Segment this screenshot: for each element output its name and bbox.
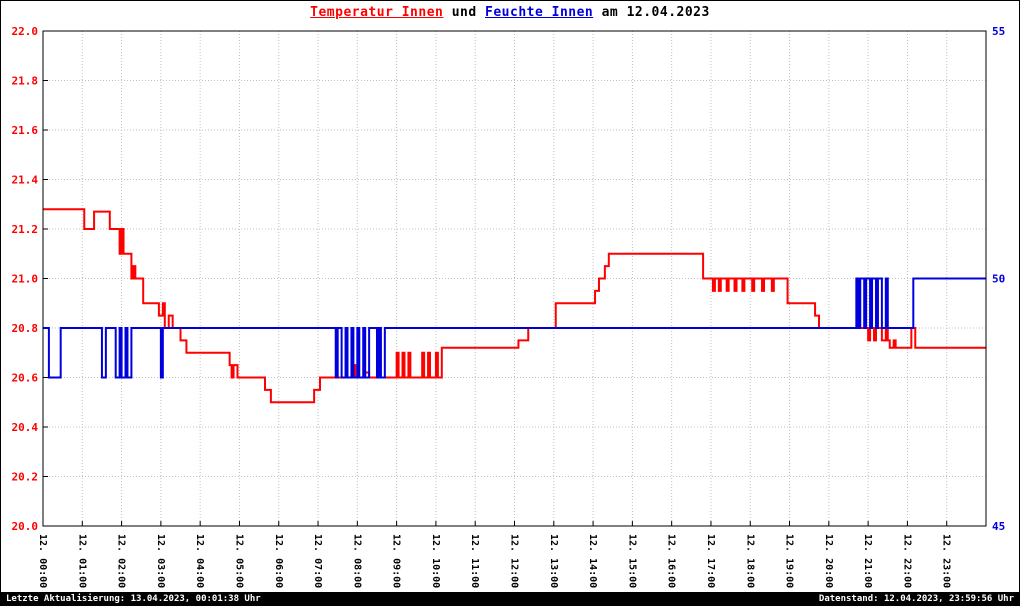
series-line-left bbox=[43, 208, 986, 404]
chart: 22.0 21.8 21.6 21.4 21.2 21.0 20.8 20.6 20.4 20.2… bbox=[12, 25, 1006, 588]
x-tick-label: 12. 10:00 bbox=[430, 534, 441, 588]
data-timestamp-text: Datenstand: 12.04.2023, 23:59:56 Uhr bbox=[818, 593, 1014, 604]
y-left-tick-label: 21.2 bbox=[12, 223, 39, 236]
x-tick-label: 12. 09:00 bbox=[391, 534, 402, 588]
x-tick-label: 12. 17:00 bbox=[705, 534, 716, 588]
series-line-right bbox=[43, 277, 986, 379]
x-tick-label: 12. 08:00 bbox=[351, 534, 362, 588]
y-left-tick-label: 20.0 bbox=[12, 520, 39, 533]
x-tick-label: 12. 23:00 bbox=[941, 534, 952, 588]
y-left-tick-label: 21.4 bbox=[12, 174, 39, 187]
x-tick-label: 12. 06:00 bbox=[273, 534, 284, 588]
status-bar: Letzte Aktualisierung: 13.04.2023, 00:01… bbox=[1, 592, 1019, 605]
x-tick-label: 12. 21:00 bbox=[862, 534, 873, 588]
x-tick-label: 12. 18:00 bbox=[744, 534, 755, 588]
x-tick-label: 12. 07:00 bbox=[312, 534, 323, 588]
x-tick-label: 12. 13:00 bbox=[548, 534, 559, 588]
x-tick-label: 12. 15:00 bbox=[626, 534, 637, 588]
y-left-tick-label: 21.0 bbox=[12, 273, 39, 286]
x-tick-label: 12. 14:00 bbox=[587, 534, 598, 588]
x-tick-label: 12. 12:00 bbox=[509, 534, 520, 588]
x-tick-label: 12. 02:00 bbox=[116, 534, 127, 588]
y-left-tick-label: 22.0 bbox=[12, 25, 39, 38]
y-right-tick-label: 55 bbox=[992, 25, 1005, 38]
x-tick-label: 12. 03:00 bbox=[155, 534, 166, 588]
y-right-tick-label: 45 bbox=[992, 520, 1005, 533]
y-left-tick-label: 20.2 bbox=[12, 471, 39, 484]
x-tick-label: 12. 04:00 bbox=[194, 534, 205, 588]
x-tick-label: 12. 22:00 bbox=[901, 534, 912, 588]
x-tick-label: 12. 16:00 bbox=[666, 534, 677, 588]
y-left-tick-label: 20.6 bbox=[12, 372, 39, 385]
x-tick-label: 12. 11:00 bbox=[469, 534, 480, 588]
last-update-text: Letzte Aktualisierung: 13.04.2023, 00:01… bbox=[6, 593, 261, 604]
x-tick-label: 12. 00:00 bbox=[37, 534, 48, 588]
y-left-tick-label: 20.4 bbox=[12, 421, 39, 434]
y-right-tick-label: 50 bbox=[992, 273, 1005, 286]
x-tick-label: 12. 01:00 bbox=[76, 534, 87, 588]
plot-border bbox=[42, 30, 987, 527]
x-tick-label: 12. 20:00 bbox=[823, 534, 834, 588]
y-left-tick-label: 20.8 bbox=[12, 322, 39, 335]
y-left-tick-label: 21.8 bbox=[12, 75, 39, 88]
x-tick-label: 12. 19:00 bbox=[784, 534, 795, 588]
x-tick-label: 12. 05:00 bbox=[233, 534, 244, 588]
y-left-tick-label: 21.6 bbox=[12, 124, 39, 137]
